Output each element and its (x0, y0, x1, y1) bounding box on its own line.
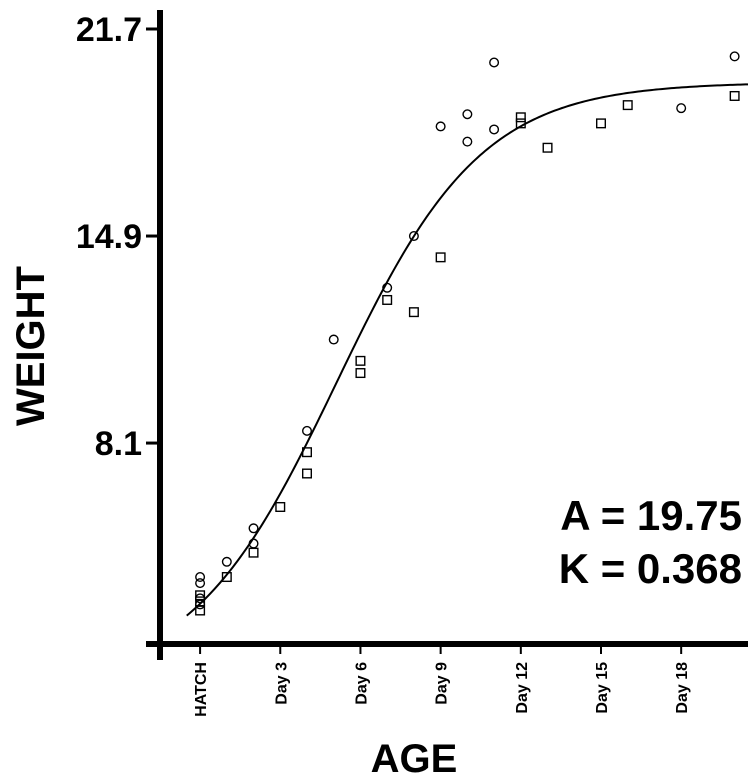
data-point-circle (676, 103, 687, 114)
data-point-square (729, 90, 740, 101)
x-tick-label: Day 3 (273, 662, 290, 705)
data-point-circle (221, 556, 232, 567)
data-point-square (302, 468, 313, 479)
y-tick-label: 8.1 (95, 425, 142, 463)
data-point-square (355, 368, 366, 379)
data-point-circle (248, 523, 259, 534)
data-point-circle (729, 51, 740, 62)
data-point-circle (489, 57, 500, 68)
data-point-square (275, 501, 286, 512)
data-point-circle (408, 231, 419, 242)
data-point-circle (462, 136, 473, 147)
data-point-square (435, 252, 446, 263)
fit-curve (186, 83, 748, 617)
data-point-circle (382, 282, 393, 293)
y-tick-label: 14.9 (76, 218, 142, 256)
data-point-square (195, 596, 206, 607)
data-point-square (542, 142, 553, 153)
fit-parameter-a: A = 19.75 (560, 492, 742, 539)
data-point-circle (462, 109, 473, 120)
data-point-circle (435, 121, 446, 132)
data-point-circle (328, 334, 339, 345)
x-tick-label: HATCH (193, 662, 210, 717)
data-point-circle (302, 425, 313, 436)
data-point-square (355, 355, 366, 366)
data-point-circle (195, 578, 206, 589)
x-tick-label: Day 9 (434, 662, 451, 705)
x-tick-label: Day 6 (353, 662, 370, 705)
fit-parameter-k: K = 0.368 (559, 545, 742, 592)
y-tick-label: 21.7 (76, 11, 142, 49)
x-axis-title: AGE (371, 737, 458, 779)
data-point-square (515, 112, 526, 123)
data-point-circle (489, 124, 500, 135)
data-point-square (622, 100, 633, 111)
data-point-square (302, 447, 313, 458)
data-point-square (408, 307, 419, 318)
data-point-square (221, 572, 232, 583)
data-point-square (515, 118, 526, 129)
data-point-square (195, 590, 206, 601)
data-point-square (382, 294, 393, 305)
x-tick-label: Day 18 (674, 662, 691, 714)
y-axis-title: WEIGHT (9, 266, 53, 426)
x-tick-label: Day 15 (594, 662, 611, 714)
data-point-square (248, 547, 259, 558)
data-point-square (596, 118, 607, 129)
data-point-circle (195, 572, 206, 583)
x-tick-label: Day 12 (514, 662, 531, 714)
